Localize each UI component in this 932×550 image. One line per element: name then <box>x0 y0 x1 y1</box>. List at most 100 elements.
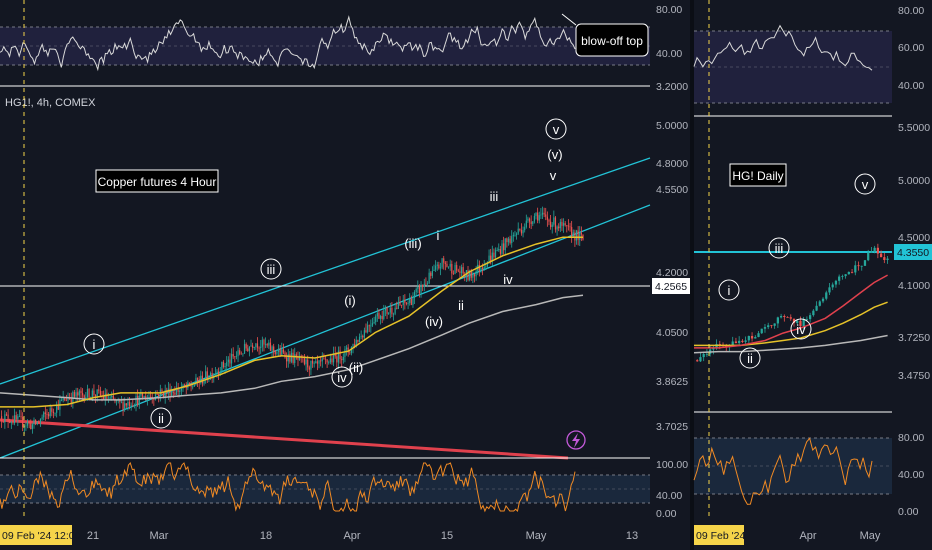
left-chart: blow-off top HG1!, 4h, COMEX Copper futu… <box>0 0 690 545</box>
alert-marker[interactable] <box>566 430 586 450</box>
time-tick: 18 <box>260 530 272 542</box>
candle <box>232 354 234 357</box>
candle <box>305 359 307 365</box>
candle <box>188 382 191 386</box>
candle <box>354 344 356 347</box>
candle <box>783 316 786 318</box>
candle <box>298 355 301 360</box>
candle <box>35 419 37 425</box>
candle <box>172 392 174 393</box>
candle <box>420 284 422 294</box>
candle <box>316 361 319 364</box>
candle <box>2 421 4 423</box>
candle <box>120 401 123 403</box>
candle <box>397 301 399 309</box>
candle <box>738 340 741 344</box>
candle <box>712 348 715 350</box>
candle <box>127 401 129 406</box>
candle <box>365 330 367 333</box>
candle <box>860 265 863 267</box>
candle <box>175 388 178 395</box>
candle <box>86 388 89 398</box>
candle <box>863 260 867 266</box>
candle <box>216 371 218 374</box>
candle <box>815 305 818 311</box>
candle <box>264 344 267 345</box>
candle <box>239 350 241 354</box>
candle <box>12 422 14 424</box>
candle <box>310 360 312 370</box>
candle <box>161 389 163 392</box>
candle <box>9 421 11 423</box>
candle <box>277 348 280 353</box>
candle <box>256 343 259 348</box>
candle <box>705 353 709 355</box>
right-rsi-panel <box>693 24 892 104</box>
candle <box>418 286 421 294</box>
candle <box>156 394 158 396</box>
candle <box>112 395 114 400</box>
candle <box>535 212 537 216</box>
candle <box>39 418 42 422</box>
candle <box>388 312 390 314</box>
lightning-icon <box>572 433 580 448</box>
candle <box>519 228 521 230</box>
candle <box>422 284 424 287</box>
candle <box>148 396 150 398</box>
candle <box>49 408 51 417</box>
candle <box>556 226 558 230</box>
candle <box>763 327 767 329</box>
candle <box>179 390 181 392</box>
candle <box>269 342 272 351</box>
wave-label: iv <box>796 322 806 337</box>
candle <box>315 361 317 363</box>
axis-tick: 5.0000 <box>656 120 688 132</box>
candle <box>94 394 97 397</box>
candle <box>341 359 343 361</box>
candle <box>292 352 294 363</box>
wave-label: ii <box>747 351 753 366</box>
candle <box>326 359 328 363</box>
candle <box>196 377 199 382</box>
time-tick: May <box>526 530 547 542</box>
candle <box>520 229 523 234</box>
candle <box>245 344 247 349</box>
candle <box>154 394 157 400</box>
candle <box>64 397 66 401</box>
candle <box>480 267 482 271</box>
candle <box>558 226 560 229</box>
candle <box>255 343 257 348</box>
right-price-marker-badge <box>894 244 932 260</box>
candle <box>135 396 137 406</box>
candle <box>828 287 831 293</box>
candle <box>396 307 398 309</box>
candle <box>373 321 375 324</box>
candle <box>580 232 582 235</box>
candle <box>43 412 45 418</box>
candle <box>564 223 566 226</box>
candle <box>744 340 747 342</box>
candle <box>65 400 67 402</box>
wave-label: i <box>728 283 731 298</box>
candle <box>25 425 27 427</box>
candle <box>496 250 498 251</box>
candle <box>548 219 550 222</box>
candle <box>404 299 406 303</box>
right-price-marker: 4.3550 <box>897 247 929 259</box>
candle <box>449 263 451 267</box>
candle <box>331 358 333 363</box>
axis-tick: 40.00 <box>656 48 682 60</box>
candle <box>174 392 176 395</box>
right-ma-red <box>694 274 888 349</box>
candle <box>150 396 152 398</box>
candle <box>809 315 812 320</box>
candle <box>473 274 476 277</box>
candle <box>30 423 32 430</box>
axis-tick: 3.4750 <box>898 370 930 382</box>
candle <box>410 298 412 305</box>
candle <box>825 292 828 299</box>
candle <box>263 339 265 345</box>
candle <box>88 388 90 399</box>
candle <box>441 258 443 268</box>
candle <box>203 380 205 384</box>
